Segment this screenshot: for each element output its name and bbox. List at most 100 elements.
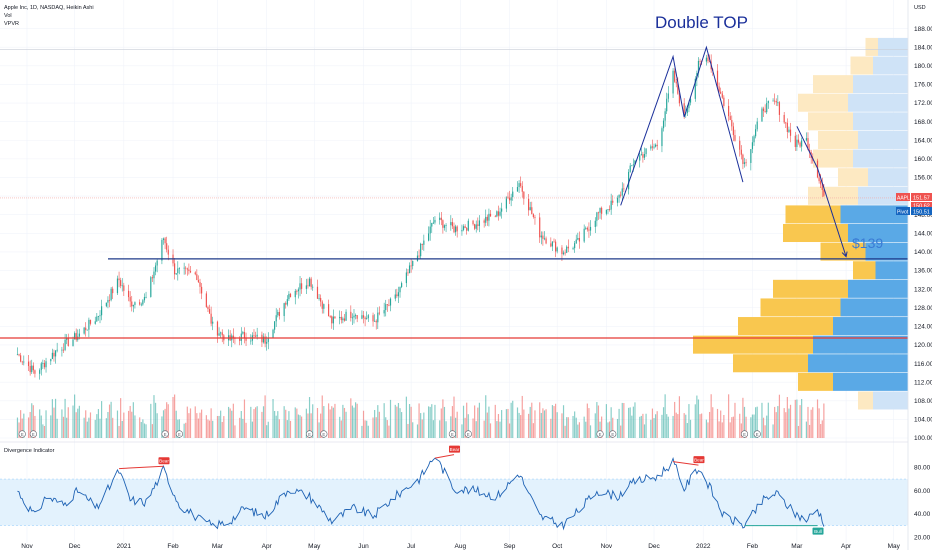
earnings-marker[interactable]: E xyxy=(609,430,617,438)
earnings-marker[interactable]: E xyxy=(740,430,749,438)
time-tick-label: Sep xyxy=(504,543,516,550)
price-tag-sub: 150.62 xyxy=(911,202,932,210)
volume-bar xyxy=(53,407,55,438)
divergence-text: Bull xyxy=(814,529,822,534)
volume-bar xyxy=(42,424,44,438)
volume-bar xyxy=(812,407,814,438)
candle-body xyxy=(499,211,501,216)
earnings-marker[interactable]: E xyxy=(464,430,472,438)
earnings-marker[interactable]: E xyxy=(29,430,37,438)
candle-body xyxy=(134,302,136,305)
divergence-line xyxy=(434,454,455,459)
volume-bar xyxy=(439,420,441,438)
volume-bar xyxy=(397,403,400,438)
candle-body xyxy=(542,235,544,239)
volume-bar xyxy=(783,408,785,438)
earnings-letter: E xyxy=(599,432,602,437)
volume-bar xyxy=(108,404,111,438)
volume-bar xyxy=(753,414,755,438)
price-tag-symbol: AAPL xyxy=(896,193,910,202)
volume-bar xyxy=(356,403,358,438)
candle-body xyxy=(21,361,23,363)
candle-body xyxy=(377,312,379,323)
candle-body xyxy=(397,292,400,297)
volume-bar xyxy=(389,399,392,438)
candle-body xyxy=(596,212,598,221)
candle-body xyxy=(634,160,636,165)
volume-bar xyxy=(664,394,666,438)
candle-body xyxy=(445,225,447,226)
earnings-marker[interactable]: E xyxy=(753,430,761,438)
volume-bar xyxy=(599,421,601,438)
volume-bar xyxy=(345,411,347,438)
candle-body xyxy=(467,220,469,231)
volume-bar xyxy=(775,412,777,438)
earnings-marker[interactable]: E xyxy=(175,430,183,438)
volume-bar xyxy=(631,415,633,438)
volume-bar xyxy=(320,413,322,438)
earnings-marker[interactable]: E xyxy=(448,430,457,438)
earnings-marker[interactable]: E xyxy=(18,430,26,438)
candle-body xyxy=(428,233,430,241)
vpvr-down-row xyxy=(798,372,833,391)
volume-bar xyxy=(223,416,225,438)
osc-tick-label: 80.00 xyxy=(914,465,931,472)
volume-bar xyxy=(83,417,85,438)
volume-bar xyxy=(366,420,368,438)
candle-body xyxy=(554,241,557,252)
candle-body xyxy=(485,216,487,223)
volume-bar xyxy=(210,408,212,438)
divergence-text: Bear xyxy=(450,447,460,452)
indicator-vpvr-label[interactable]: VPVR xyxy=(4,21,19,27)
volume-bar xyxy=(127,410,130,438)
candle-body xyxy=(662,120,665,129)
price-tick-label: 104.00 xyxy=(914,417,932,424)
candle-body xyxy=(531,207,533,215)
volume-bar xyxy=(497,414,500,438)
candle-body xyxy=(534,217,536,218)
candle-body xyxy=(543,238,546,240)
earnings-marker[interactable]: E xyxy=(305,430,314,438)
volume-bar xyxy=(472,418,474,438)
indicator-vol-label[interactable]: Vol xyxy=(4,13,12,19)
volume-bar xyxy=(178,419,180,438)
volume-bar xyxy=(21,418,23,438)
osc-tick-label: 40.00 xyxy=(914,511,931,518)
volume-bar xyxy=(407,423,409,438)
volume-bar xyxy=(583,416,585,438)
earnings-marker[interactable]: E xyxy=(161,430,169,438)
price-tick-label: 108.00 xyxy=(914,398,932,405)
volume-bar xyxy=(743,406,746,438)
volume-bar xyxy=(283,406,285,438)
volume-bar xyxy=(64,398,66,438)
candle-body xyxy=(23,361,25,363)
candle-body xyxy=(618,194,620,198)
candle-body xyxy=(86,329,88,331)
candle-body xyxy=(412,260,414,267)
svg-text:Pivot: Pivot xyxy=(897,210,909,216)
time-tick-label: Apr xyxy=(262,543,273,550)
volume-bar xyxy=(339,416,341,438)
volume-bar xyxy=(440,408,442,438)
volume-bar xyxy=(139,417,141,438)
divergence-title[interactable]: Divergence Indicator xyxy=(4,448,55,454)
earnings-marker[interactable]: E xyxy=(596,430,604,438)
candle-body xyxy=(655,144,657,147)
candle-body xyxy=(354,315,357,316)
currency-label: USD xyxy=(914,5,926,11)
candle-body xyxy=(775,101,777,103)
time-tick-label: Apr xyxy=(841,543,852,550)
candle-body xyxy=(823,189,825,196)
volume-bar xyxy=(662,407,665,438)
candle-body xyxy=(16,354,19,356)
earnings-icon xyxy=(596,430,604,438)
price-tick-label: 124.00 xyxy=(914,324,932,331)
candle-body xyxy=(631,165,633,167)
volume-bar xyxy=(807,406,809,438)
volume-bar xyxy=(445,421,447,438)
earnings-marker[interactable]: E xyxy=(320,430,328,438)
candle-body xyxy=(518,183,520,188)
volume-bar xyxy=(23,413,25,438)
candle-body xyxy=(296,290,298,292)
